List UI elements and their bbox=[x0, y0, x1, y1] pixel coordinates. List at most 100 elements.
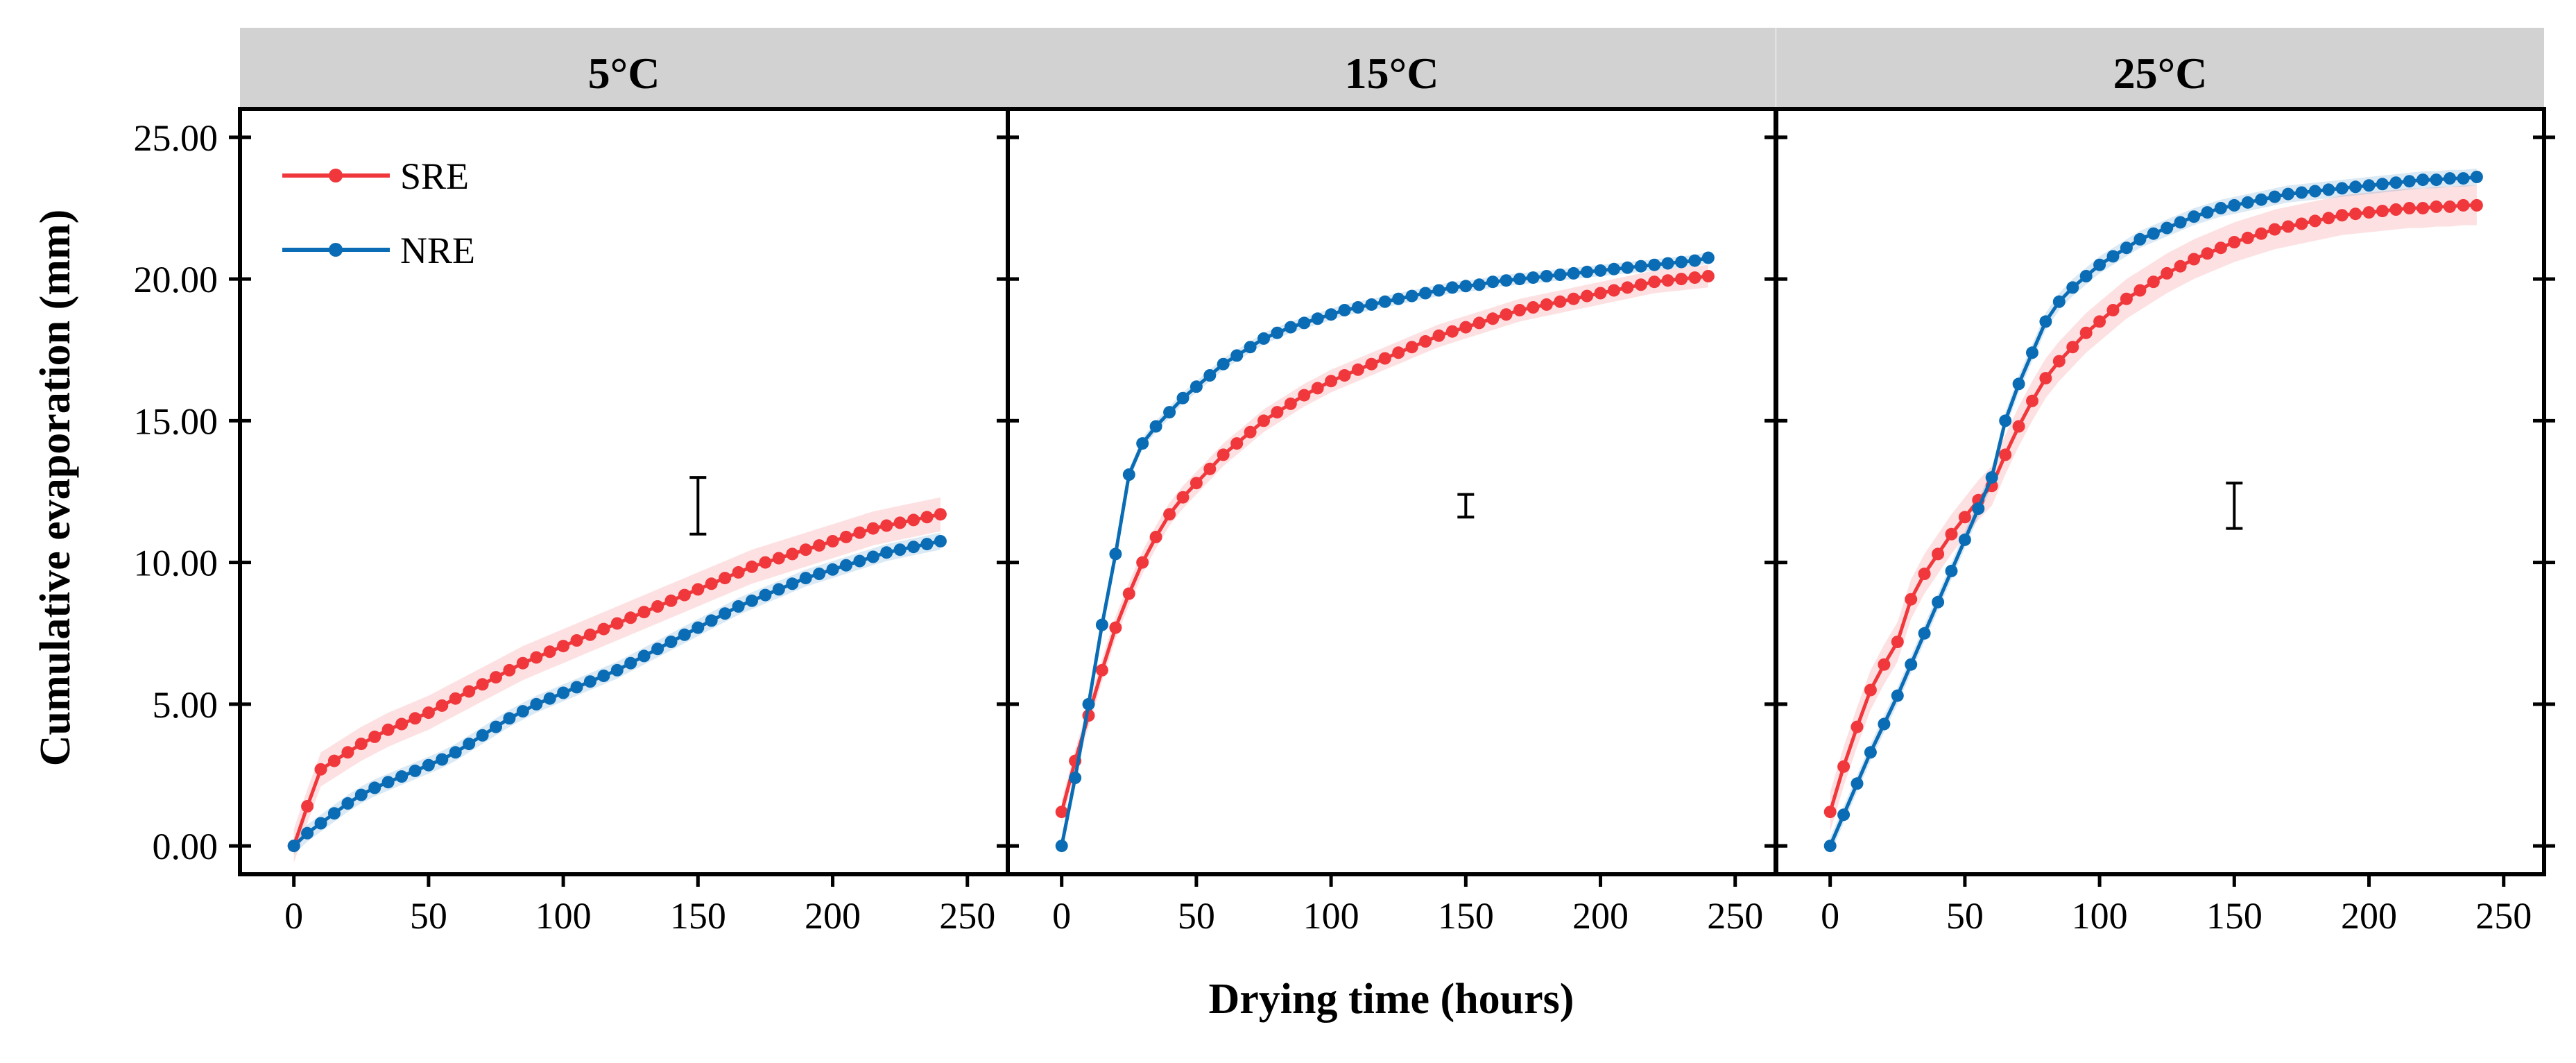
data-point-sre bbox=[395, 717, 409, 731]
data-point-nre bbox=[799, 572, 812, 585]
data-point-sre bbox=[1837, 760, 1851, 773]
data-point-sre bbox=[1244, 425, 1257, 439]
data-point-sre bbox=[1311, 382, 1324, 395]
panel-3: 25°C 0 50 100 150 200 250 bbox=[1765, 28, 2555, 937]
data-point-sre bbox=[597, 622, 610, 636]
data-point-nre bbox=[409, 764, 422, 777]
data-point-sre bbox=[1607, 284, 1620, 297]
data-point-nre bbox=[1648, 258, 1661, 271]
y-tick-label: 25.00 bbox=[134, 117, 218, 159]
x-tick-label: 100 bbox=[535, 895, 592, 937]
data-point-nre bbox=[2470, 171, 2483, 183]
data-point-nre bbox=[530, 697, 543, 711]
data-point-nre bbox=[1445, 281, 1459, 294]
data-point-sre bbox=[1445, 325, 1459, 338]
data-point-nre bbox=[719, 607, 732, 620]
data-point-sre bbox=[1675, 273, 1688, 286]
data-point-sre bbox=[1634, 278, 1647, 291]
data-point-nre bbox=[1472, 278, 1486, 291]
data-point-sre bbox=[1284, 397, 1297, 410]
data-point-sre bbox=[449, 692, 462, 705]
data-point-nre bbox=[395, 770, 409, 783]
data-point-sre bbox=[2389, 203, 2403, 216]
data-point-nre bbox=[1823, 840, 1837, 853]
data-point-sre bbox=[476, 678, 489, 691]
data-point-sre bbox=[866, 522, 879, 535]
y-axis-title: Cumulative evaporation (mm) bbox=[32, 210, 79, 766]
data-point-nre bbox=[1607, 262, 1620, 275]
data-point-nre bbox=[2322, 183, 2335, 196]
data-point-sre bbox=[2026, 394, 2038, 407]
panel-strip bbox=[1776, 28, 2544, 109]
data-point-sre bbox=[692, 583, 705, 596]
x-tick-label: 50 bbox=[410, 895, 447, 937]
data-point-nre bbox=[1095, 618, 1108, 631]
data-point-sre bbox=[610, 617, 624, 630]
x-tick-label: 150 bbox=[1438, 895, 1494, 937]
data-point-nre bbox=[1432, 284, 1445, 297]
y-tick-label: 10.00 bbox=[134, 543, 218, 584]
data-point-nre bbox=[1122, 468, 1135, 481]
data-point-nre bbox=[1567, 266, 1580, 280]
data-point-nre bbox=[1864, 746, 1877, 759]
data-point-sre bbox=[1325, 375, 1338, 388]
data-point-sre bbox=[1176, 491, 1190, 504]
data-point-nre bbox=[2295, 186, 2308, 199]
data-point-sre bbox=[1122, 587, 1135, 600]
data-point-nre bbox=[1985, 471, 1998, 484]
data-point-sre bbox=[839, 530, 852, 543]
data-point-sre bbox=[503, 663, 516, 677]
data-point-sre bbox=[2174, 260, 2187, 273]
data-point-sre bbox=[2066, 341, 2079, 354]
legend: SRE NRE bbox=[282, 155, 475, 271]
data-point-nre bbox=[839, 559, 852, 572]
data-point-sre bbox=[1109, 621, 1122, 634]
data-point-nre bbox=[2362, 179, 2376, 192]
data-point-nre bbox=[1190, 380, 1203, 393]
x-tick-label: 50 bbox=[1178, 895, 1215, 937]
data-point-nre bbox=[2106, 250, 2120, 263]
data-point-sre bbox=[2416, 202, 2430, 214]
data-point-sre bbox=[2188, 253, 2201, 266]
data-point-nre bbox=[2079, 270, 2093, 282]
data-point-sre bbox=[409, 712, 422, 725]
data-point-nre bbox=[786, 577, 799, 590]
data-point-nre bbox=[2039, 315, 2052, 328]
data-point-nre bbox=[893, 543, 907, 556]
data-point-nre bbox=[678, 628, 691, 641]
data-point-sre bbox=[436, 699, 449, 712]
data-point-nre bbox=[1378, 295, 1391, 308]
data-point-nre bbox=[1405, 289, 1418, 303]
data-point-nre bbox=[1271, 326, 1284, 339]
data-point-nre bbox=[597, 670, 610, 682]
data-point-nre bbox=[354, 788, 368, 801]
data-point-nre bbox=[759, 588, 772, 602]
data-point-nre bbox=[1878, 717, 1891, 731]
data-point-nre bbox=[2066, 281, 2079, 294]
data-point-sre bbox=[1823, 806, 1837, 819]
data-point-sre bbox=[1581, 289, 1594, 303]
data-point-sre bbox=[2012, 420, 2025, 433]
panels: 5°C 0 50 100 150 200 250 0.00 5.00 10.00 15.00 20.0… bbox=[134, 28, 2555, 937]
data-point-nre bbox=[692, 621, 705, 634]
data-point-nre bbox=[2376, 178, 2389, 191]
y-tick-label: 5.00 bbox=[153, 684, 218, 726]
x-tick-label: 100 bbox=[1303, 895, 1359, 937]
data-point-sre bbox=[1554, 295, 1567, 308]
data-point-sre bbox=[422, 706, 435, 720]
data-point-nre bbox=[2174, 216, 2187, 229]
data-point-sre bbox=[1055, 806, 1068, 819]
panel-strip bbox=[1008, 28, 1776, 109]
data-point-nre bbox=[1554, 269, 1567, 281]
data-point-nre bbox=[2430, 173, 2443, 187]
data-point-nre bbox=[826, 563, 839, 576]
data-point-nre bbox=[1392, 292, 1405, 305]
data-point-nre bbox=[907, 541, 920, 554]
data-point-sre bbox=[354, 738, 368, 751]
data-point-sre bbox=[826, 535, 839, 547]
data-point-sre bbox=[1513, 304, 1526, 316]
data-point-nre bbox=[1203, 369, 1217, 382]
data-point-sre bbox=[2052, 355, 2066, 368]
data-point-nre bbox=[2133, 232, 2147, 246]
